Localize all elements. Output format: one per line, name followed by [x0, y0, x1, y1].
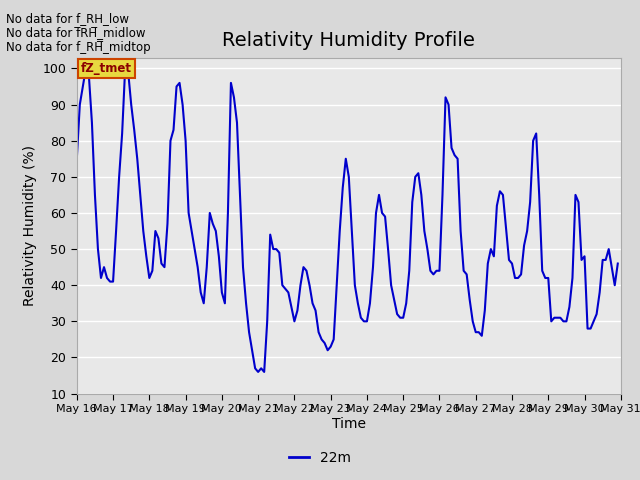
- Text: No data for f̅RH̅_midlow: No data for f̅RH̅_midlow: [6, 26, 146, 39]
- Text: No data for f_RH_low: No data for f_RH_low: [6, 12, 129, 25]
- Legend: 22m: 22m: [283, 445, 357, 471]
- Text: fZ_tmet: fZ_tmet: [81, 62, 132, 75]
- Y-axis label: Relativity Humidity (%): Relativity Humidity (%): [23, 145, 37, 306]
- Title: Relativity Humidity Profile: Relativity Humidity Profile: [222, 32, 476, 50]
- X-axis label: Time: Time: [332, 417, 366, 431]
- Text: No data for f_RH̅_midtop: No data for f_RH̅_midtop: [6, 41, 151, 54]
